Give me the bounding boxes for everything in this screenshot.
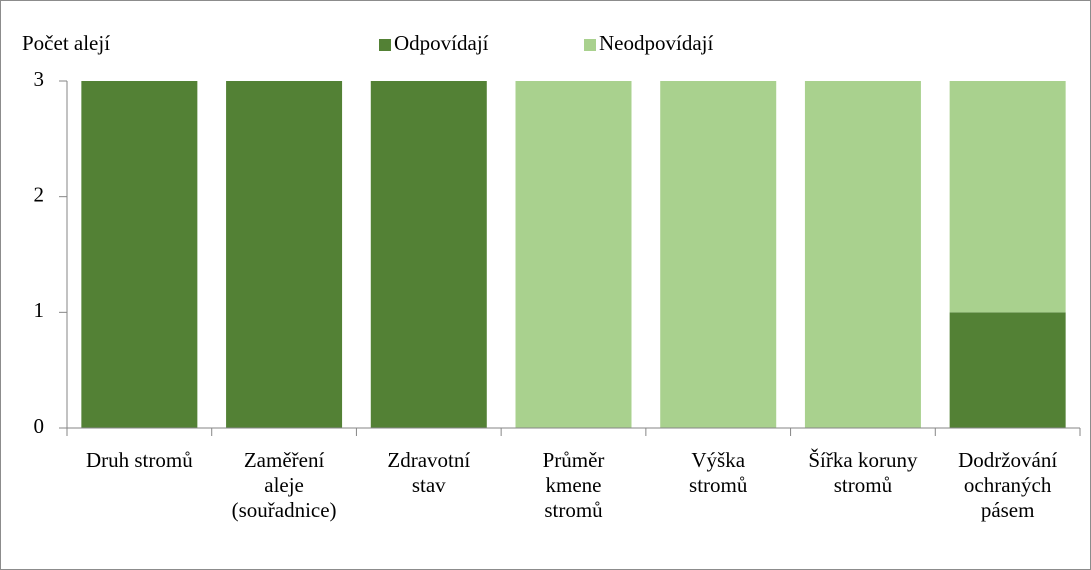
y-tick-label: 2 (34, 182, 45, 206)
y-tick-label: 0 (34, 414, 45, 438)
x-tick-label: Šířka koruny stromů (808, 448, 918, 497)
legend-label: Neodpovídají (599, 31, 713, 55)
legend-label: Odpovídají (394, 31, 489, 55)
bar-segment (949, 312, 1066, 428)
bar-segment (226, 81, 343, 428)
x-tick-label: Průměr kmene stromů (543, 448, 605, 522)
y-axis-label: Počet alejí (22, 31, 110, 55)
bar-segment (804, 81, 921, 428)
bar-segment (660, 81, 777, 428)
x-tick-label: Dodržování ochraných pásem (958, 448, 1057, 522)
y-tick-label: 3 (34, 67, 45, 91)
bar-segment (515, 81, 632, 428)
legend-swatch (379, 39, 391, 51)
x-tick-label: Výška stromů (689, 448, 748, 497)
bar-segment (949, 81, 1066, 313)
x-tick-label: Zaměření aleje (souřadnice) (232, 448, 337, 522)
x-tick-label: Druh stromů (86, 448, 193, 472)
y-tick-label: 1 (34, 298, 45, 322)
x-tick-label: Zdravotní stav (387, 448, 470, 497)
legend-swatch (584, 39, 596, 51)
bar-segment (81, 81, 198, 428)
bar-segment (370, 81, 487, 428)
